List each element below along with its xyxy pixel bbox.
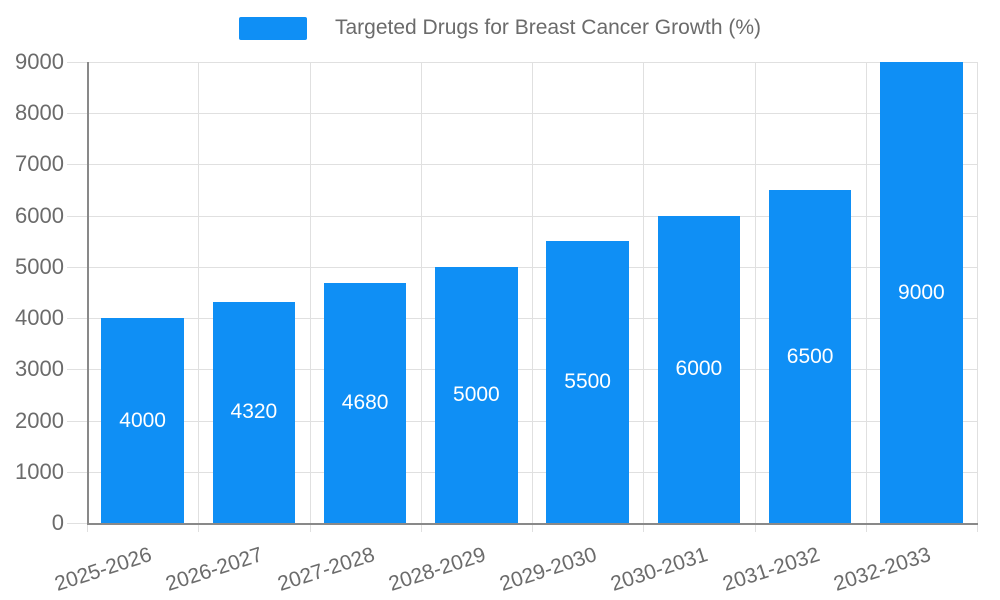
grid-v-line — [643, 62, 645, 523]
y-axis-tick-label: 4000 — [15, 305, 64, 331]
y-axis-tick-label: 9000 — [15, 49, 64, 74]
y-axis-tick-label: 8000 — [15, 100, 64, 126]
bar-value-label: 6500 — [786, 344, 834, 368]
x-axis-tick — [643, 523, 645, 532]
x-axis-tick — [532, 523, 533, 532]
bar[interactable] — [435, 266, 518, 523]
y-axis-tick — [67, 62, 87, 63]
y-axis-tick — [67, 369, 87, 371]
bar-value-label: 4320 — [230, 400, 278, 424]
bar[interactable] — [323, 283, 407, 523]
x-axis-tick — [420, 523, 422, 532]
legend: Targeted Drugs for Breast Cancer Growth … — [0, 16, 1000, 40]
bar-value-label: 4680 — [341, 391, 389, 415]
bar[interactable] — [212, 301, 296, 523]
y-axis-tick-label: 6000 — [15, 202, 64, 228]
bar[interactable] — [880, 62, 963, 523]
x-axis-tick — [309, 523, 311, 532]
bar[interactable] — [768, 190, 852, 523]
bar-value-label: 6000 — [675, 357, 723, 381]
x-axis-tick-label: 2031-2032 — [719, 543, 823, 596]
bar-value-label: 5500 — [564, 370, 611, 394]
bar[interactable] — [546, 241, 629, 523]
bar[interactable] — [657, 215, 741, 523]
x-axis-tick — [198, 523, 200, 532]
y-axis-tick — [67, 471, 87, 473]
x-axis-tick — [977, 523, 978, 532]
y-axis-tick — [67, 318, 87, 320]
y-axis-tick-label: 5000 — [15, 253, 64, 279]
x-axis-tick — [754, 523, 756, 532]
y-axis-tick-label: 1000 — [15, 458, 64, 484]
grid-v-line — [977, 62, 978, 523]
x-axis-tick-label: 2029-2030 — [497, 543, 600, 596]
chart-title: Targeted Drugs for Breast Cancer Growth … — [335, 16, 761, 39]
grid-v-line — [754, 62, 756, 523]
y-axis-line — [87, 62, 89, 524]
y-axis-tick-label: 3000 — [15, 356, 64, 382]
legend-swatch — [239, 16, 307, 40]
x-axis-tick-label: 2027-2028 — [274, 543, 378, 596]
y-axis-tick-label: 2000 — [15, 407, 64, 433]
y-axis-tick — [67, 215, 87, 217]
grid-v-line — [420, 62, 422, 523]
y-axis-tick — [67, 113, 87, 115]
x-axis-tick-label: 2028-2029 — [385, 543, 489, 596]
x-axis-tick-label: 2030-2031 — [608, 543, 711, 596]
grid-v-line — [532, 62, 533, 523]
x-axis-tick-label: 2032-2033 — [830, 543, 934, 596]
x-axis-tick — [865, 523, 867, 532]
grid-v-line — [198, 62, 200, 523]
grid-v-line — [309, 62, 311, 523]
bar-value-label: 9000 — [898, 280, 945, 304]
x-axis-line — [87, 523, 978, 525]
x-axis-tick-label: 2026-2027 — [163, 543, 266, 596]
y-axis-tick — [67, 164, 87, 166]
bar-value-label: 5000 — [453, 382, 500, 406]
bar-value-label: 4000 — [119, 408, 166, 432]
legend-item[interactable]: Targeted Drugs for Breast Cancer Growth … — [239, 16, 761, 40]
x-axis-tick — [87, 523, 88, 532]
y-axis-tick — [67, 420, 87, 422]
x-axis-tick-label: 2025-2026 — [52, 543, 155, 596]
y-axis-tick-label: 7000 — [15, 151, 64, 177]
y-axis-tick-label: 0 — [51, 510, 64, 535]
bar[interactable] — [101, 318, 184, 523]
grid-v-line — [865, 62, 867, 523]
y-axis-tick — [67, 266, 87, 268]
y-axis-tick — [67, 523, 87, 524]
